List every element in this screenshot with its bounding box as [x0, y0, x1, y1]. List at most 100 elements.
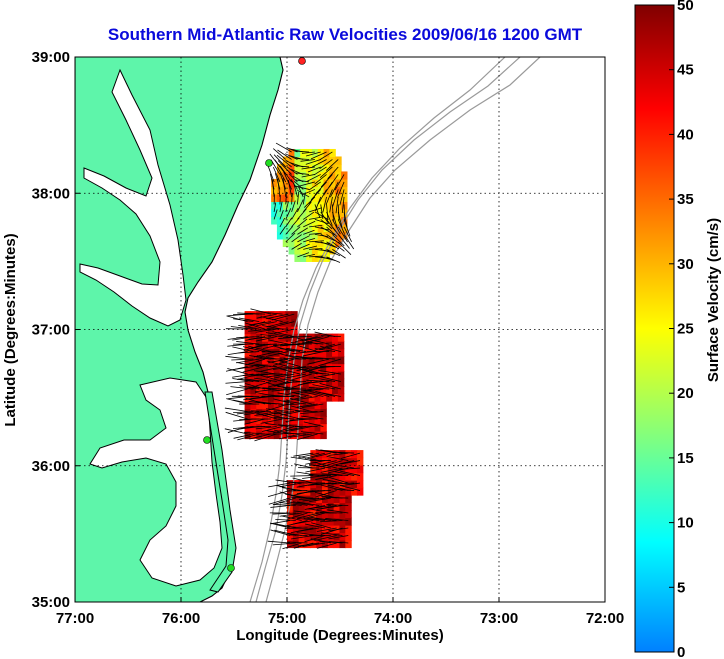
velocity-vector: [309, 216, 324, 220]
velocity-cell: [323, 178, 330, 188]
velocity-cell: [300, 156, 307, 165]
velocity-cell: [291, 423, 298, 432]
velocity-vector: [279, 433, 301, 440]
velocity-vector: [304, 535, 326, 543]
velocity-vector: [279, 217, 286, 228]
velocity-vector: [295, 410, 318, 412]
velocity-vector: [320, 204, 324, 220]
velocity-vector: [268, 358, 289, 363]
velocity-vector: [331, 482, 355, 485]
velocity-cell: [329, 148, 336, 158]
velocity-vector: [285, 208, 292, 220]
velocity-cell: [356, 480, 364, 489]
velocity-cell: [250, 378, 257, 387]
velocity-vector: [322, 196, 327, 213]
velocity-vector: [339, 485, 361, 491]
velocity-cell: [287, 510, 294, 519]
velocity-vector: [293, 463, 314, 469]
velocity-cell: [250, 311, 257, 320]
velocity-cell: [294, 231, 301, 240]
velocity-vector: [297, 189, 310, 198]
velocity-cell: [298, 480, 306, 489]
velocity-cell: [304, 540, 311, 549]
velocity-vector: [309, 248, 323, 250]
velocity-vector: [332, 249, 346, 259]
velocity-cell: [276, 186, 284, 195]
colorbar-tick-label: 25: [677, 321, 694, 338]
velocity-cell: [294, 171, 301, 180]
velocity-vector: [230, 366, 254, 371]
velocity-vector: [314, 204, 321, 218]
velocity-cell: [276, 163, 284, 173]
velocity-cell: [351, 472, 358, 481]
velocity-vector: [290, 366, 312, 370]
velocity-vector: [279, 525, 302, 529]
velocity-vector: [291, 234, 302, 243]
velocity-vector: [343, 204, 346, 222]
velocity-cell: [345, 532, 352, 541]
velocity-vector: [255, 392, 277, 397]
velocity-cell: [332, 386, 339, 395]
velocity-cell: [326, 363, 333, 372]
velocity-vector: [294, 172, 310, 175]
velocity-vector: [231, 373, 254, 378]
y-tick-label: 35:00: [32, 594, 70, 611]
velocity-vector: [343, 226, 352, 242]
velocity-cell: [335, 178, 342, 188]
velocity-vector: [274, 373, 295, 379]
velocity-vector: [326, 476, 349, 484]
velocity-vector: [294, 150, 310, 153]
velocity-cell: [292, 517, 300, 526]
colorbar-ticks: 0 5 10 15 20 25 30 35 40 45 50: [669, 0, 694, 659]
velocity-cell: [244, 326, 252, 335]
longitude-axis: 77:00 76:00 75:00 74:00 73:00 72:00: [56, 597, 624, 627]
velocity-cell: [311, 223, 319, 232]
velocity-vector: [291, 217, 300, 228]
velocity-cell: [306, 246, 313, 255]
velocity-vector: [242, 366, 266, 373]
x-tick-label: 75:00: [268, 610, 306, 627]
map-title: Southern Mid-Atlantic Raw Velocities 200…: [108, 25, 583, 44]
velocity-vector: [302, 351, 324, 357]
velocity-cell: [320, 348, 327, 357]
velocity-vector: [314, 211, 329, 220]
velocity-vector: [338, 467, 360, 470]
velocity-cell: [244, 423, 252, 432]
velocity-cell: [298, 487, 306, 496]
velocity-vector: [254, 411, 277, 416]
velocity-vector: [294, 336, 318, 343]
velocity-vector: [224, 428, 248, 435]
velocity-vector: [315, 460, 337, 466]
velocity-vector: [334, 174, 345, 191]
velocity-vector: [315, 449, 337, 454]
velocity-vector: [265, 332, 289, 337]
velocity-cell: [308, 356, 316, 365]
velocity-cell: [317, 208, 325, 218]
velocity-vector: [301, 151, 315, 154]
velocity-vector: [308, 336, 330, 343]
velocity-vector: [267, 540, 291, 544]
velocity-cell: [316, 450, 323, 459]
x-tick-label: 72:00: [586, 610, 624, 627]
velocity-cell: [297, 356, 304, 365]
velocity-vector: [297, 542, 320, 547]
velocity-vector: [305, 467, 326, 473]
velocity-vector: [297, 191, 300, 205]
velocity-vector: [305, 159, 321, 165]
velocity-vector: [301, 189, 316, 196]
velocity-cell: [276, 171, 284, 180]
velocity-cell: [329, 186, 336, 195]
velocity-cell: [287, 525, 294, 534]
velocity-cell: [320, 423, 327, 432]
velocity-cell: [262, 326, 269, 335]
velocity-cell: [273, 348, 281, 357]
velocity-vector: [325, 189, 333, 205]
velocity-cell: [308, 341, 316, 350]
velocity-cell: [311, 216, 319, 225]
velocity-cell: [316, 510, 323, 519]
velocity-vector: [303, 196, 316, 208]
colorbar-gradient: [634, 4, 675, 653]
velocity-cell: [339, 472, 346, 481]
velocity-cell: [327, 510, 335, 519]
velocity-vector: [270, 505, 291, 508]
